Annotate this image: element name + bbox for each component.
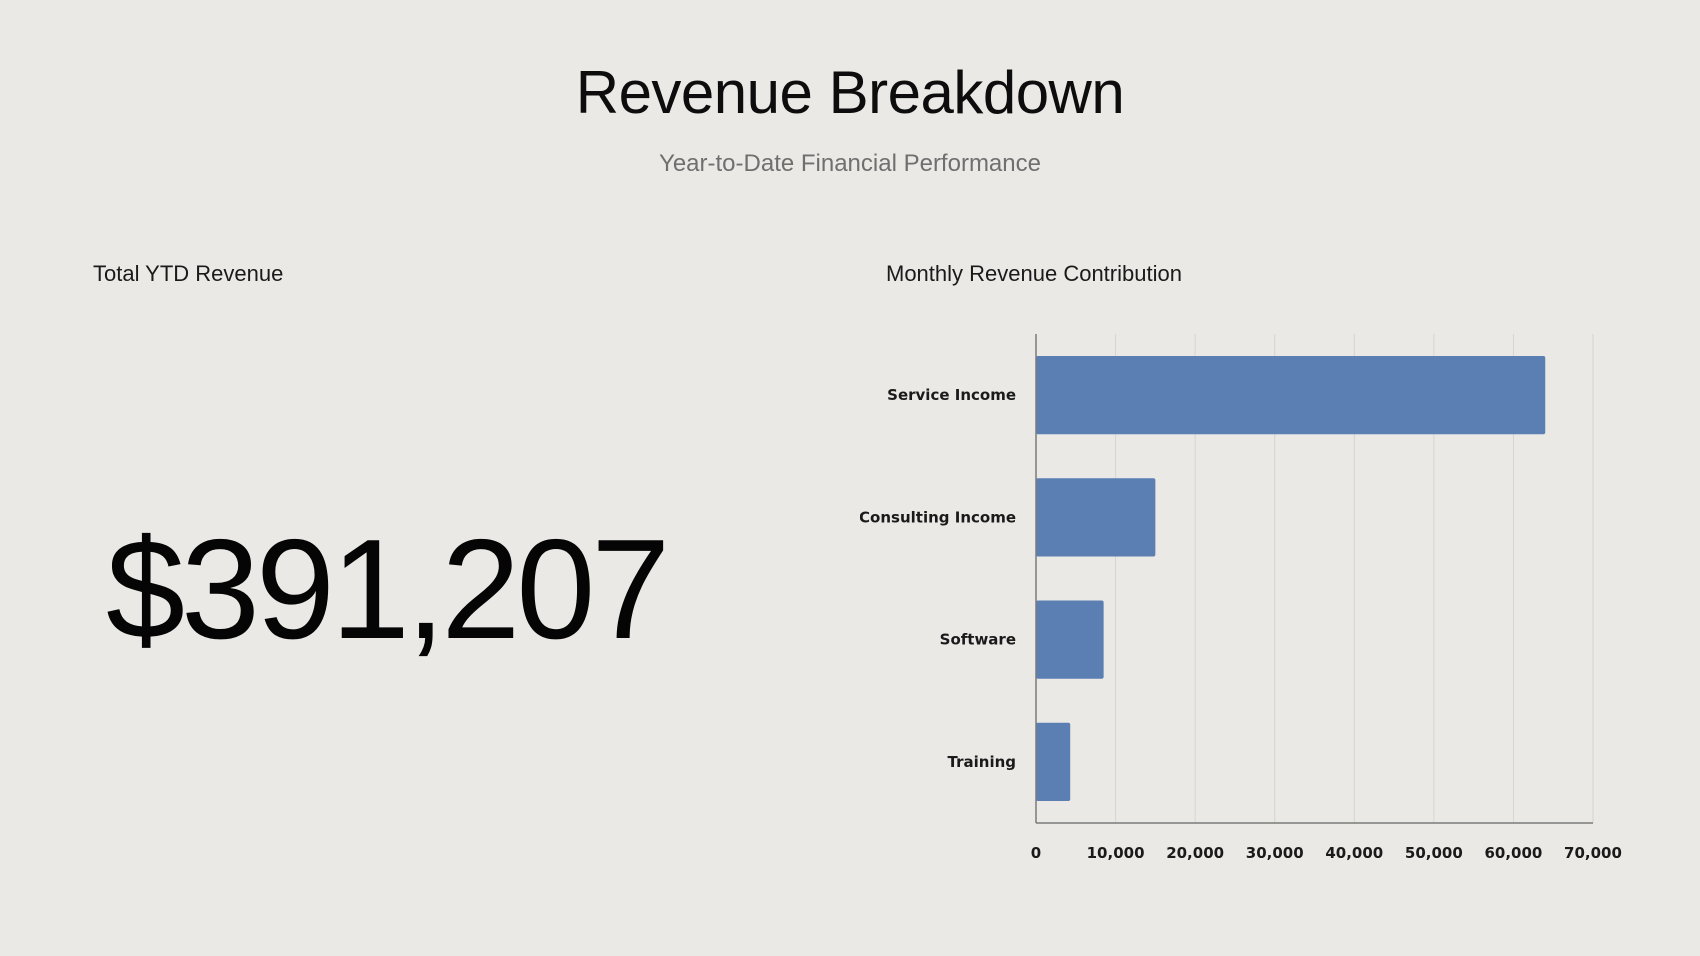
bar-software — [1036, 600, 1104, 679]
category-label: Software — [940, 631, 1016, 649]
bar-service-income — [1036, 356, 1546, 435]
page-subtitle: Year-to-Date Financial Performance — [659, 150, 1041, 177]
x-tick-label: 10,000 — [1087, 844, 1145, 862]
x-tick-label: 60,000 — [1484, 844, 1542, 862]
category-label: Training — [948, 753, 1016, 771]
category-label: Service Income — [887, 386, 1016, 404]
x-tick-label: 70,000 — [1564, 844, 1622, 862]
x-tick-label: 20,000 — [1166, 844, 1224, 862]
x-tick-label: 50,000 — [1405, 844, 1463, 862]
bar-training — [1036, 722, 1071, 801]
kpi-label: Total YTD Revenue — [93, 261, 284, 286]
bar-consulting-income — [1036, 478, 1156, 557]
page-title: Revenue Breakdown — [575, 59, 1125, 126]
x-tick-label: 0 — [1031, 844, 1041, 862]
x-tick-label: 40,000 — [1325, 844, 1383, 862]
chart-title: Monthly Revenue Contribution — [886, 261, 1182, 286]
revenue-bar-chart: Service Income Consulting Income Software T… — [860, 334, 1622, 862]
kpi-value: $391,207 — [106, 510, 670, 669]
category-label: Consulting Income — [860, 508, 1016, 526]
x-tick-label: 30,000 — [1246, 844, 1304, 862]
